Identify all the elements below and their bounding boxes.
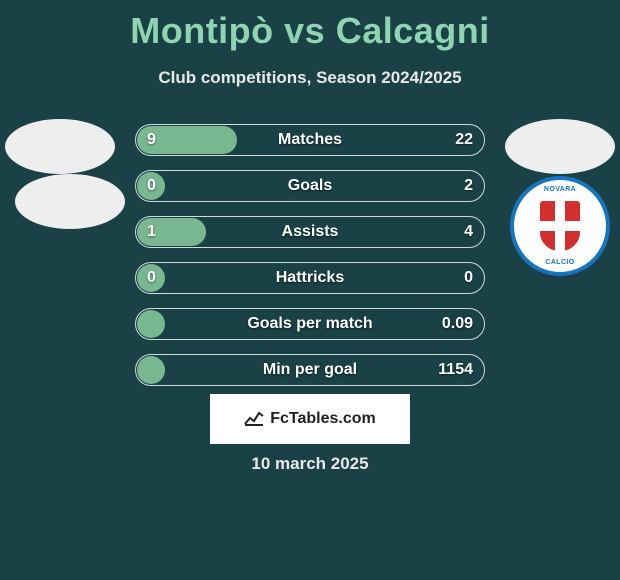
right-team-badge-1 <box>505 119 615 174</box>
stat-label: Min per goal <box>135 354 485 386</box>
left-team-badge-2 <box>15 174 125 229</box>
left-team-badge-1 <box>5 119 115 174</box>
stat-row: 02Goals <box>135 170 485 202</box>
page-title: Montipò vs Calcagni <box>0 0 620 52</box>
background: Montipò vs Calcagni Club competitions, S… <box>0 0 620 580</box>
right-team-crest: NOVARA CALCIO <box>510 176 610 276</box>
stat-label: Goals per match <box>135 308 485 340</box>
stat-row: 922Matches <box>135 124 485 156</box>
stat-label: Assists <box>135 216 485 248</box>
stat-row: 1154Min per goal <box>135 354 485 386</box>
crest-shield <box>537 198 583 254</box>
crest-cross-horizontal <box>540 221 580 231</box>
source-text: FcTables.com <box>270 410 376 428</box>
stat-row: 00Hattricks <box>135 262 485 294</box>
stat-label: Goals <box>135 170 485 202</box>
crest-top-text: NOVARA <box>544 186 576 193</box>
stat-row: 14Assists <box>135 216 485 248</box>
crest-bottom-text: CALCIO <box>545 259 574 266</box>
source-badge: FcTables.com <box>210 394 410 444</box>
stat-label: Matches <box>135 124 485 156</box>
stat-bars: 922Matches 02Goals 14Assists 00Hattricks 0.0… <box>135 124 485 400</box>
crest-circle: NOVARA CALCIO <box>510 176 610 276</box>
fctables-icon <box>244 410 264 429</box>
stat-label: Hattricks <box>135 262 485 294</box>
page-subtitle: Club competitions, Season 2024/2025 <box>0 68 620 88</box>
date-text: 10 march 2025 <box>0 454 620 474</box>
stat-row: 0.09Goals per match <box>135 308 485 340</box>
